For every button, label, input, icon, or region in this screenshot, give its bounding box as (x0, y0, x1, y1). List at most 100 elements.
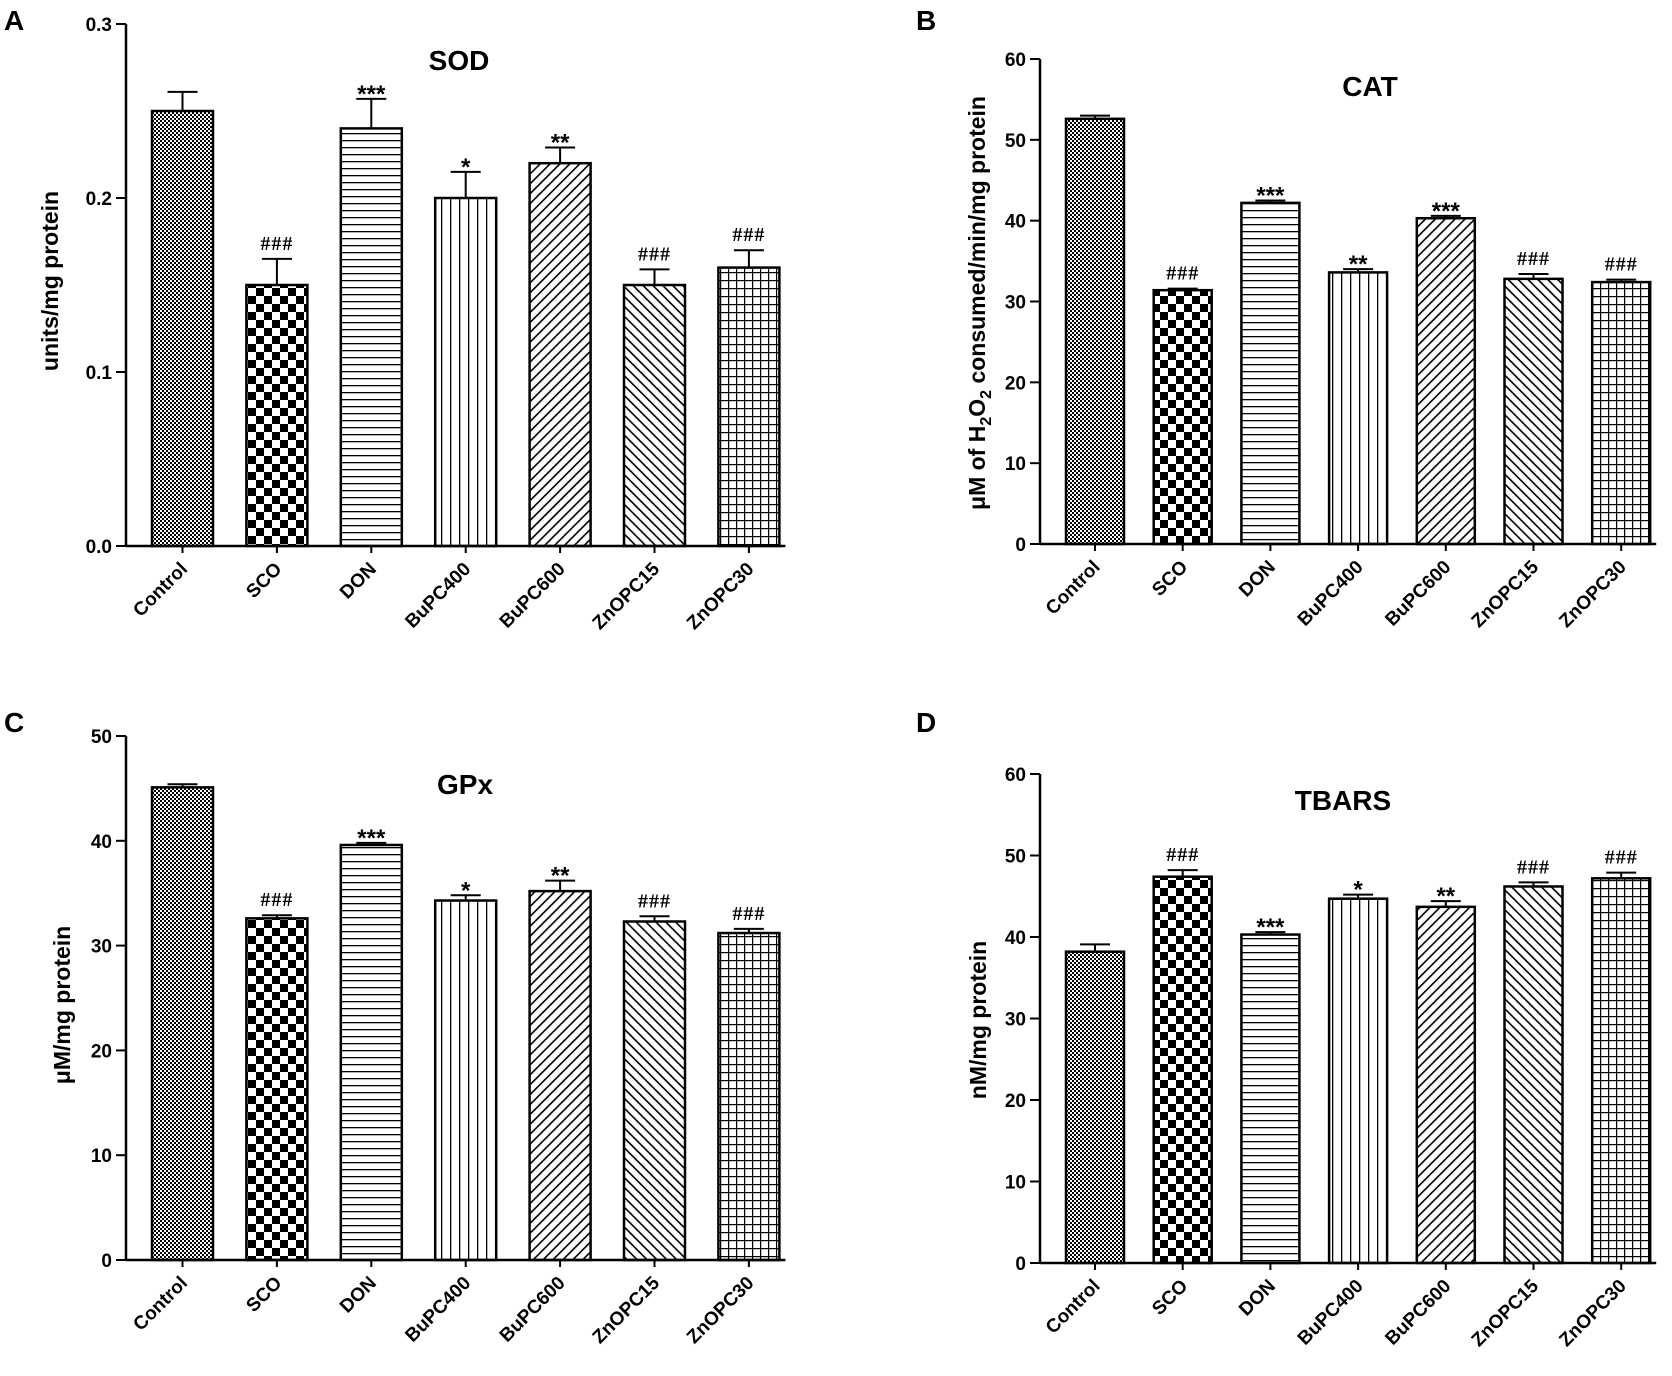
bar (1152, 875, 1213, 1265)
significance-label: ** (1349, 251, 1368, 278)
plot-gpx: Control ### SCO *** DON * BuPC400 ** BuPC600 ### Z… (91, 727, 786, 1348)
y-label-part-1: μM of H (964, 426, 990, 510)
x-tick-label: ZnOPC30 (683, 559, 758, 634)
x-tick-label: BuPC600 (1381, 557, 1455, 631)
y-tick-label: 30 (1005, 1010, 1026, 1031)
y-tick-label: 20 (1005, 1091, 1026, 1112)
bar (528, 889, 592, 1262)
x-tick-label: DON (1235, 1276, 1280, 1321)
significance-label: ### (1166, 844, 1199, 866)
x-tick-label: SCO (1148, 557, 1192, 601)
significance-label: * (461, 877, 471, 904)
bar (622, 283, 687, 548)
significance-label: ### (260, 889, 293, 911)
bar (717, 266, 781, 548)
bar (1590, 877, 1652, 1265)
y-label-part-o: O (964, 399, 990, 417)
significance-label: ### (1517, 856, 1550, 878)
y-tick-label: 20 (1005, 373, 1026, 394)
bar (1327, 897, 1389, 1265)
significance-label: *** (357, 825, 386, 852)
panel-letter-d: D (916, 707, 936, 738)
x-tick-label: ZnOPC30 (1555, 1276, 1630, 1351)
bar (1240, 933, 1301, 1265)
bar (1152, 288, 1213, 546)
significance-label: ### (1605, 254, 1638, 276)
chart-title-tbars: TBARS (1295, 785, 1391, 816)
panel-letter-c: C (4, 707, 24, 738)
bar (433, 196, 498, 548)
x-tick-label: SCO (242, 1273, 286, 1317)
y-axis-label-tbars: nM/mg protein (965, 941, 991, 1099)
x-tick-label: SCO (242, 559, 286, 603)
bar (528, 161, 592, 548)
panel-letter-b: B (916, 5, 936, 36)
significance-label: ### (1605, 847, 1638, 869)
bar (150, 786, 215, 1262)
x-tick-label: ZnOPC15 (1468, 556, 1544, 632)
x-tick-label: Control (129, 1273, 192, 1336)
x-tick-label: BuPC400 (401, 559, 475, 633)
significance-label: ** (551, 130, 570, 157)
bar (1064, 950, 1126, 1265)
y-tick-label: 10 (91, 1146, 112, 1167)
x-tick-label: ZnOPC15 (1468, 1275, 1544, 1351)
x-tick-label: BuPC400 (1294, 1276, 1368, 1350)
plot-tbars: Control ### SCO *** DON * BuPC400 ** BuPC600 ### Z… (1005, 765, 1657, 1351)
y-tick-label: 30 (1005, 293, 1026, 314)
x-tick-label: BuPC400 (401, 1273, 475, 1347)
y-tick-label: 10 (1005, 454, 1026, 475)
significance-label: ### (732, 224, 765, 246)
x-tick-label: Control (129, 559, 192, 622)
significance-label: * (1353, 877, 1363, 904)
y-axis-label-gpx: μM/mg protein (49, 926, 75, 1084)
y-tick-label: 40 (91, 832, 112, 853)
x-tick-label: ZnOPC30 (1555, 557, 1630, 632)
y-axis-label-sod: units/mg protein (37, 191, 63, 371)
significance-label: ### (638, 243, 671, 265)
y-tick-label: 20 (91, 1041, 112, 1062)
bar (433, 899, 498, 1262)
bar (1327, 271, 1389, 546)
y-tick-label: 30 (91, 937, 112, 958)
significance-label: *** (1432, 198, 1461, 225)
x-tick-label: DON (1235, 557, 1280, 602)
bar (1415, 216, 1477, 546)
y-tick-label: 0 (1015, 1254, 1026, 1275)
x-tick-label: BuPC400 (1294, 557, 1368, 631)
significance-label: *** (357, 81, 386, 108)
y-tick-label: 50 (91, 727, 112, 748)
y-axis-label-cat: μM of H2O2 consumed/min/mg protein (964, 96, 995, 510)
x-tick-label: DON (336, 1273, 381, 1318)
x-tick-label: BuPC600 (496, 559, 570, 633)
x-tick-label: Control (1042, 1276, 1105, 1339)
bar (622, 920, 687, 1262)
chart-title-gpx: GPx (437, 769, 493, 800)
x-tick-label: SCO (1148, 1276, 1192, 1320)
y-tick-label: 0.0 (86, 537, 112, 558)
x-tick-label: BuPC600 (1381, 1276, 1455, 1350)
x-tick-label: DON (336, 559, 381, 604)
bar (150, 109, 215, 548)
significance-label: ** (1436, 883, 1455, 910)
y-tick-label: 0 (1015, 535, 1026, 556)
bar (1503, 885, 1564, 1265)
significance-label: ### (260, 233, 293, 255)
bar (1503, 277, 1564, 546)
bar (245, 917, 309, 1262)
significance-label: *** (1256, 182, 1285, 209)
plot-sod: Control ### SCO *** DON * BuPC400 ** BuPC600 ### Z… (86, 15, 786, 634)
y-tick-label: 40 (1005, 212, 1026, 233)
bar (339, 843, 404, 1262)
x-tick-label: Control (1042, 557, 1105, 620)
bar (1064, 117, 1126, 546)
y-tick-label: 0 (101, 1251, 112, 1272)
significance-label: ### (1166, 263, 1199, 285)
panel-letter-a: A (4, 5, 24, 36)
y-tick-label: 10 (1005, 1173, 1026, 1194)
significance-label: ### (1517, 248, 1550, 270)
y-tick-label: 0.3 (86, 15, 112, 36)
y-tick-label: 0.1 (86, 363, 113, 384)
x-tick-label: ZnOPC15 (589, 558, 665, 634)
